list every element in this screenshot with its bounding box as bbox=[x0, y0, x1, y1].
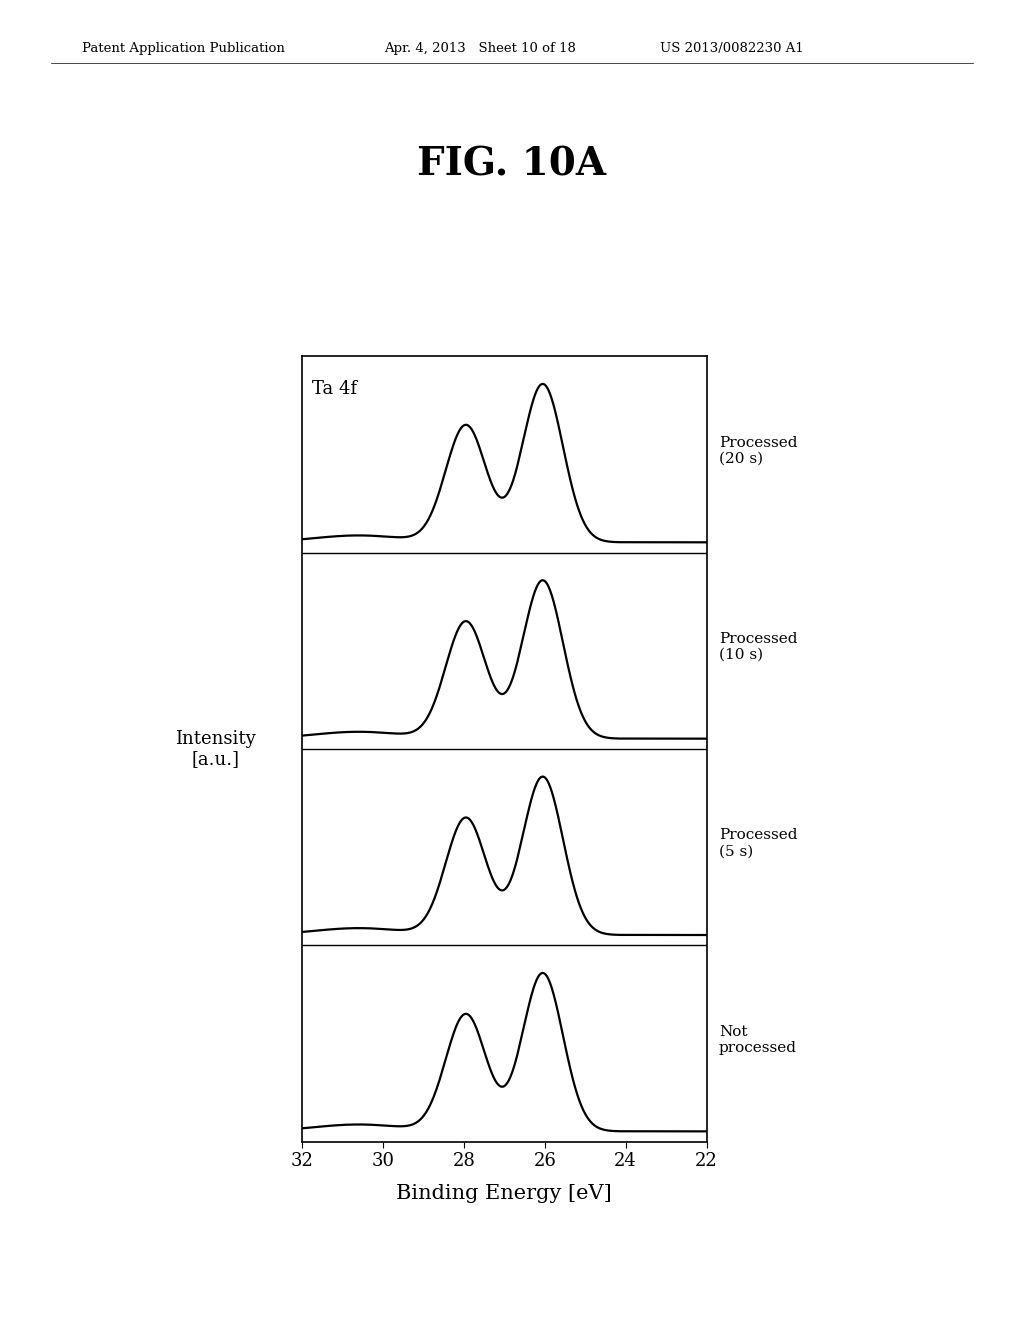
Text: Processed
(10 s): Processed (10 s) bbox=[719, 632, 798, 663]
Text: FIG. 10A: FIG. 10A bbox=[418, 147, 606, 183]
Text: Apr. 4, 2013   Sheet 10 of 18: Apr. 4, 2013 Sheet 10 of 18 bbox=[384, 42, 575, 54]
Text: Processed
(20 s): Processed (20 s) bbox=[719, 436, 798, 466]
Text: Ta 4f: Ta 4f bbox=[312, 380, 357, 397]
Text: US 2013/0082230 A1: US 2013/0082230 A1 bbox=[660, 42, 804, 54]
Text: Not
processed: Not processed bbox=[719, 1024, 797, 1055]
Text: Intensity
[a.u.]: Intensity [a.u.] bbox=[175, 730, 255, 768]
Text: Patent Application Publication: Patent Application Publication bbox=[82, 42, 285, 54]
Text: Processed
(5 s): Processed (5 s) bbox=[719, 828, 798, 858]
X-axis label: Binding Energy [eV]: Binding Energy [eV] bbox=[396, 1184, 612, 1203]
